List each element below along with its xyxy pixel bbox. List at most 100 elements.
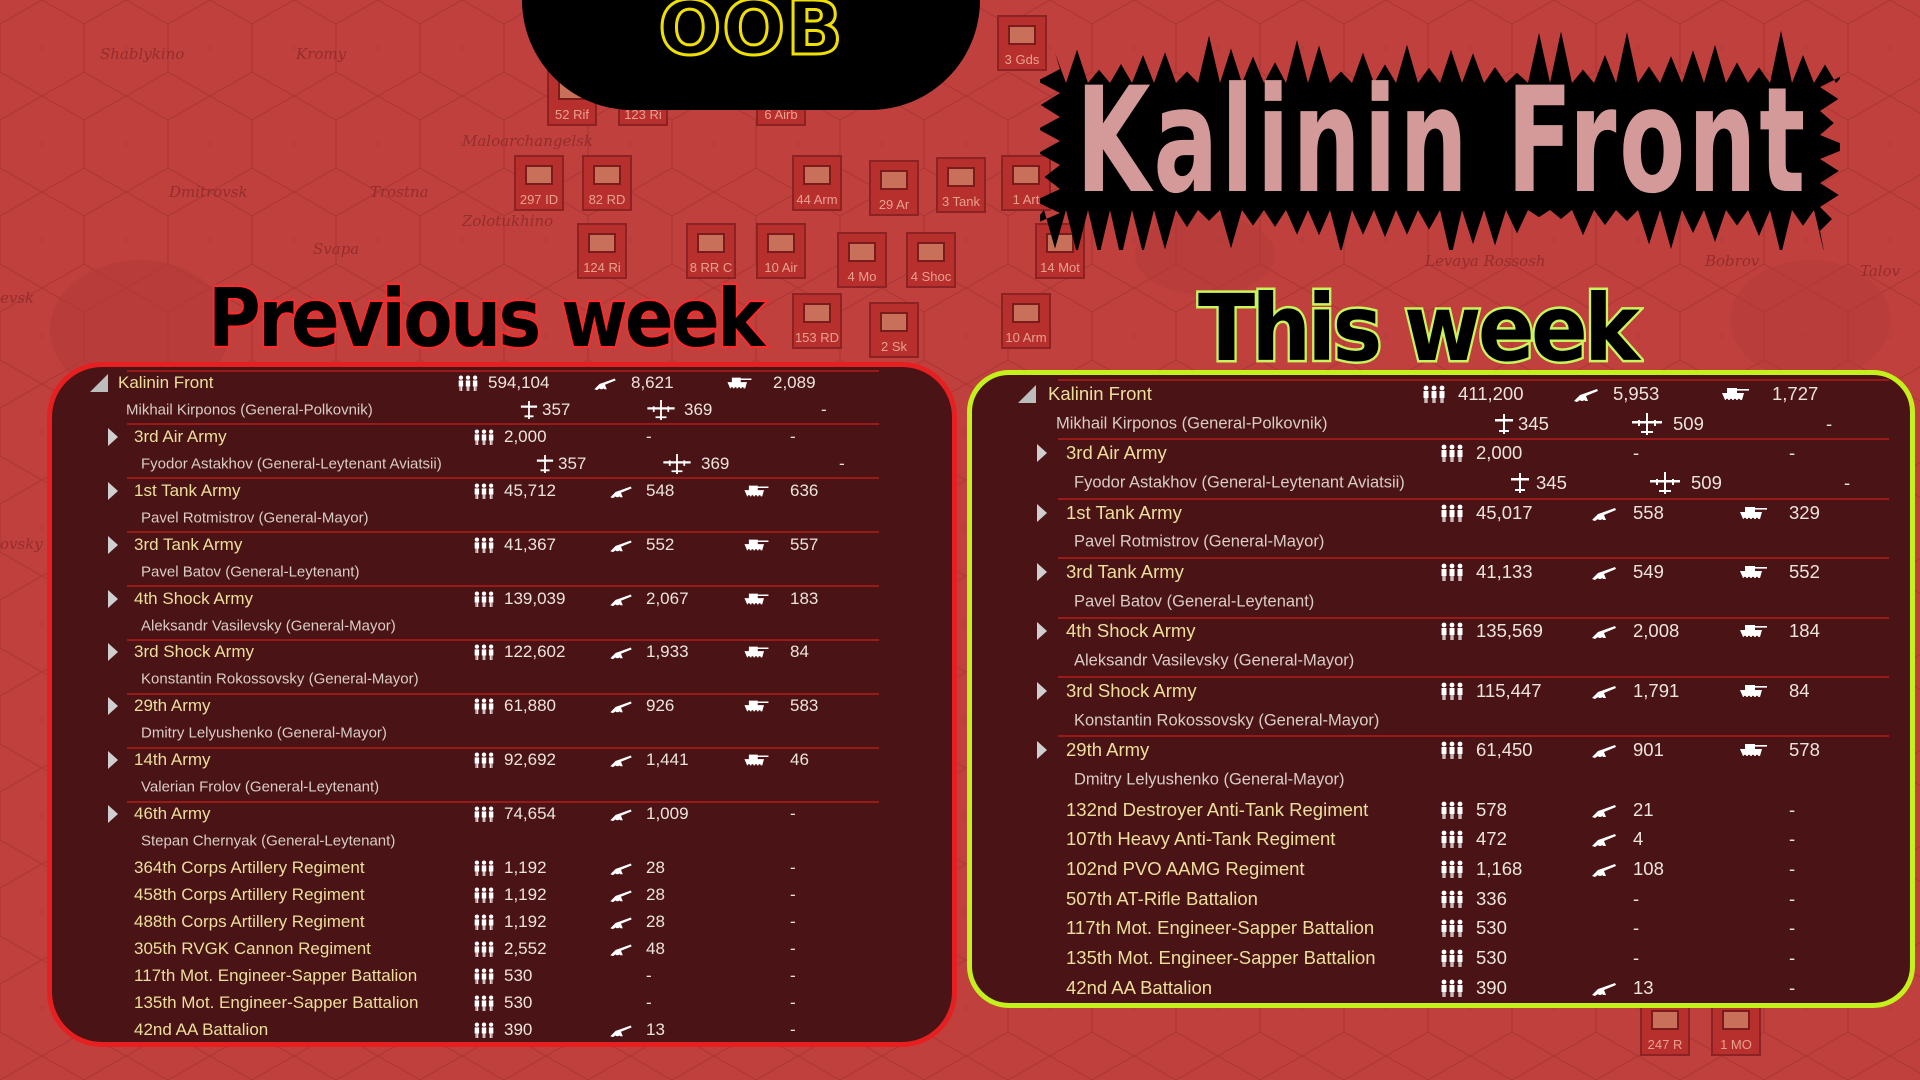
unit-symbol-icon <box>1012 303 1040 323</box>
page-title: Kalinin Front <box>1076 56 1808 226</box>
map-unit-counter[interactable]: 297 ID <box>514 155 564 211</box>
unit-commander: Dmitry Lelyushenko (General-Mayor) <box>141 724 387 742</box>
expand-triangle-icon[interactable] <box>108 643 118 662</box>
unit-row[interactable]: 117th Mot. Engineer-Sapper Battalion 530 -… <box>972 914 1910 944</box>
row-divider <box>127 692 879 695</box>
counter-label: 3 Gds <box>1004 52 1040 67</box>
unit-row[interactable]: 42nd AA Battalion 390 13 - <box>52 1016 952 1042</box>
expand-triangle-icon[interactable] <box>108 751 118 770</box>
map-unit-counter[interactable]: 4 Mo <box>837 232 887 288</box>
army-row[interactable]: 3rd Air Army 2,000 - - <box>972 438 1910 468</box>
collapse-triangle-icon[interactable] <box>90 373 108 392</box>
army-row[interactable]: 3rd Air Army 2,000 - - <box>52 423 952 450</box>
map-unit-counter[interactable]: 1 Art <box>1001 155 1051 211</box>
men-count: 594,104 <box>488 372 550 392</box>
men-count: 2,000 <box>504 426 547 446</box>
army-row[interactable]: 1st Tank Army 45,712 548 636 <box>52 477 952 504</box>
front-row[interactable]: Kalinin Front 411,200 5,953 1,727 <box>972 379 1910 409</box>
army-row[interactable]: 29th Army 61,880 926 583 <box>52 692 952 720</box>
unit-row[interactable]: 135th Mot. Engineer-Sapper Battalion 530 -… <box>52 989 952 1016</box>
expand-triangle-icon[interactable] <box>1037 681 1047 700</box>
tanks-count: 84 <box>1789 679 1810 701</box>
map-unit-counter[interactable]: 3 Gds <box>997 15 1047 71</box>
unit-row[interactable]: 102nd PVO AAMG Regiment 1,168 108 - <box>972 854 1910 884</box>
army-row[interactable]: 3rd Shock Army 115,447 1,791 84 <box>972 676 1910 706</box>
front-row[interactable]: Kalinin Front 594,104 8,621 2,089 <box>52 369 952 397</box>
unit-row[interactable]: 117th Mot. Engineer-Sapper Battalion 530 -… <box>52 962 952 989</box>
men-count: 390 <box>1476 976 1507 998</box>
unit-commander-row: Fyodor Astakhov (General-Leytenant Aviat… <box>972 468 1910 498</box>
unit-row[interactable]: 488th Corps Artillery Regiment 1,192 28 - <box>52 909 952 936</box>
expand-triangle-icon[interactable] <box>108 481 118 500</box>
unit-commander: Konstantin Rokossovsky (General-Mayor) <box>1074 711 1380 730</box>
oob-tab[interactable]: OOB <box>522 0 980 110</box>
army-row[interactable]: 3rd Tank Army 41,367 552 557 <box>52 531 952 558</box>
army-row[interactable]: 14th Army 92,692 1,441 46 <box>52 746 952 774</box>
expand-triangle-icon[interactable] <box>1037 622 1047 641</box>
unit-commander-row: Pavel Batov (General-Leytenant) <box>972 587 1910 617</box>
expand-triangle-icon[interactable] <box>108 427 118 446</box>
unit-row[interactable]: 135th Mot. Engineer-Sapper Battalion 530 -… <box>972 943 1910 973</box>
map-unit-counter[interactable]: 10 Air <box>756 223 806 279</box>
men-count: 472 <box>1476 828 1507 850</box>
map-unit-counter[interactable]: 247 R <box>1640 1000 1690 1056</box>
army-row[interactable]: 4th Shock Army 139,039 2,067 183 <box>52 585 952 612</box>
map-unit-counter[interactable]: 44 Arm <box>792 155 842 211</box>
map-place-label: Maloarchangelsk <box>462 132 593 150</box>
men-count: 61,450 <box>1476 739 1533 761</box>
counter-label: 247 R <box>1647 1037 1683 1052</box>
unit-row[interactable]: 42nd AA Battalion 390 13 - <box>972 973 1910 1003</box>
army-row[interactable]: 29th Army 61,450 901 578 <box>972 735 1910 765</box>
unit-symbol-icon <box>1722 1010 1750 1030</box>
unit-commander-row: Pavel Rotmistrov (General-Mayor) <box>972 528 1910 558</box>
expand-triangle-icon[interactable] <box>1037 503 1047 522</box>
map-unit-counter[interactable]: 8 RR C <box>686 223 736 279</box>
unit-row[interactable]: 458th Corps Artillery Regiment 1,192 28 - <box>52 882 952 909</box>
map-unit-counter[interactable]: 124 Ri <box>577 223 627 279</box>
unit-row[interactable]: 507th AT-Rifle Battalion 336 - - <box>972 884 1910 914</box>
army-row[interactable]: 3rd Shock Army 122,602 1,933 84 <box>52 639 952 666</box>
tanks-count: 636 <box>790 480 819 500</box>
map-unit-counter[interactable]: 29 Ar <box>869 160 919 216</box>
bomber-plane-icon <box>663 454 691 474</box>
expand-triangle-icon[interactable] <box>108 589 118 608</box>
unit-name: 4th Shock Army <box>134 588 254 608</box>
expand-triangle-icon[interactable] <box>108 697 118 716</box>
map-unit-counter[interactable]: 82 RD <box>582 155 632 211</box>
unit-row[interactable]: 107th Heavy Anti-Tank Regiment 472 4 - <box>972 825 1910 855</box>
counter-label: 14 Mot <box>1040 260 1080 275</box>
expand-triangle-icon[interactable] <box>1037 563 1047 582</box>
expand-triangle-icon[interactable] <box>1037 741 1047 760</box>
artillery-icon <box>609 591 633 607</box>
map-unit-counter[interactable]: 1 MO <box>1711 1000 1761 1056</box>
expand-triangle-icon[interactable] <box>108 805 118 824</box>
guns-count: 548 <box>646 480 675 500</box>
map-unit-counter[interactable]: 153 RD <box>792 293 842 349</box>
map-unit-counter[interactable]: 3 Tank <box>936 157 986 213</box>
unit-row[interactable]: 305th RVGK Cannon Regiment 2,552 48 - <box>52 935 952 962</box>
army-row[interactable]: 4th Shock Army 135,569 2,008 184 <box>972 616 1910 647</box>
map-unit-counter[interactable]: 10 Arm <box>1001 293 1051 349</box>
collapse-triangle-icon[interactable] <box>1018 384 1036 403</box>
map-unit-counter[interactable]: 2 Sk <box>869 302 919 358</box>
unit-row[interactable]: 364th Corps Artillery Regiment 1,192 28 - <box>52 855 952 882</box>
men-count: 135,569 <box>1476 620 1543 642</box>
soldiers-icon <box>1440 919 1464 937</box>
army-row[interactable]: 1st Tank Army 45,017 558 329 <box>972 497 1910 528</box>
artillery-icon <box>1591 563 1617 581</box>
map-place-label: Svapa <box>313 240 360 258</box>
army-row[interactable]: 46th Army 74,654 1,009 - <box>52 800 952 828</box>
soldiers-icon <box>1440 622 1464 640</box>
map-unit-counter[interactable]: 4 Shoc <box>906 232 956 288</box>
row-divider <box>127 585 879 588</box>
expand-triangle-icon[interactable] <box>108 535 118 554</box>
artillery-icon <box>1591 830 1617 848</box>
soldiers-icon <box>1440 504 1464 522</box>
unit-symbol-icon <box>593 165 621 185</box>
artillery-icon <box>1591 741 1617 759</box>
guns-count: 1,933 <box>646 642 689 662</box>
unit-row[interactable]: 132nd Destroyer Anti-Tank Regiment 578 21 - <box>972 795 1910 825</box>
soldiers-icon <box>473 1022 495 1038</box>
army-row[interactable]: 3rd Tank Army 41,133 549 552 <box>972 557 1910 587</box>
expand-triangle-icon[interactable] <box>1037 444 1047 463</box>
